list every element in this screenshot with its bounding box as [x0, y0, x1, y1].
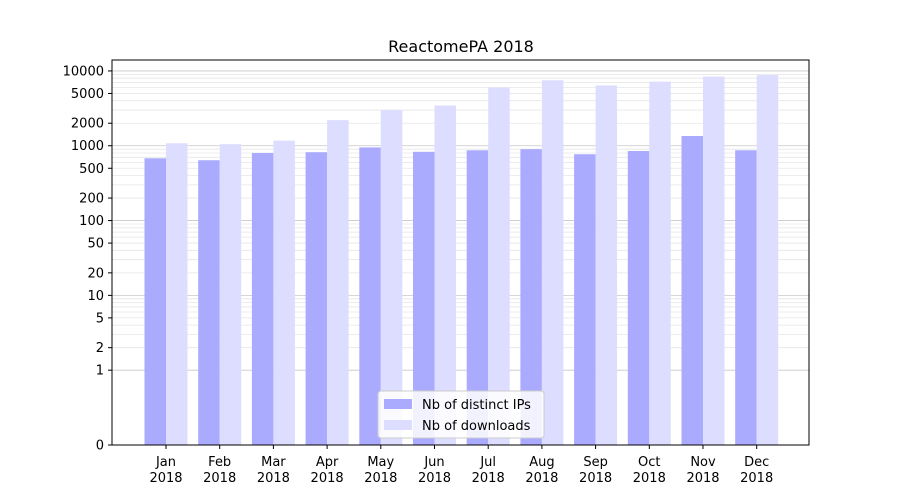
y-axis: 0 1 2 5 10 20 50 100 200 500 1000 2000 5000 10000 — [63, 64, 112, 454]
bar-downloads — [327, 120, 349, 445]
x-tick-label: Jan 2018 — [149, 455, 182, 486]
y-tick-label: 2000 — [71, 117, 104, 132]
bar-distinct-ips — [681, 135, 703, 445]
bars — [144, 75, 779, 446]
y-tick-label: 10 — [87, 289, 104, 304]
bar-downloads — [166, 143, 188, 445]
legend: Nb of distinct IPs Nb of downloads — [377, 390, 545, 439]
y-tick-label: 5 — [96, 311, 104, 326]
x-tick-label: Feb 2018 — [203, 455, 236, 486]
y-tick-label: 200 — [79, 192, 104, 207]
bar-distinct-ips — [144, 158, 166, 445]
bar-downloads — [273, 140, 295, 445]
bar-downloads — [219, 144, 242, 445]
legend-label: Nb of distinct IPs — [422, 398, 531, 413]
bar-downloads — [595, 85, 618, 446]
bar-downloads — [541, 80, 564, 445]
bar-downloads — [649, 81, 671, 446]
x-tick-label: Oct 2018 — [633, 455, 666, 486]
x-tick-label: May 2018 — [364, 455, 397, 486]
x-tick-label: Jun 2018 — [418, 455, 451, 486]
x-tick-label: Apr 2018 — [311, 455, 344, 486]
bar-distinct-ips — [251, 152, 274, 445]
y-tick-label: 20 — [87, 266, 104, 281]
bar-downloads — [380, 110, 403, 446]
x-tick-label: Jul 2018 — [472, 455, 505, 486]
bar-distinct-ips — [413, 151, 435, 446]
bar-distinct-ips — [627, 151, 650, 445]
bar-distinct-ips — [359, 147, 381, 445]
y-tick-label: 50 — [87, 237, 104, 252]
x-tick-label: Mar 2018 — [257, 455, 290, 486]
bar-distinct-ips — [466, 150, 489, 445]
bar-downloads — [703, 76, 725, 445]
y-tick-label: 10000 — [63, 64, 104, 79]
y-tick-label: 500 — [79, 162, 104, 177]
y-tick-label: 1 — [96, 364, 104, 379]
bar-distinct-ips — [735, 150, 757, 445]
x-axis: Jan 2018 Feb 2018 Mar 2018 Apr 2018 May 2018 Jun 20… — [149, 445, 773, 486]
y-tick-label: 100 — [79, 214, 104, 229]
x-tick-label: Dec 2018 — [740, 455, 773, 486]
bar-distinct-ips — [305, 152, 328, 445]
bar-downloads — [488, 87, 510, 446]
bar-distinct-ips — [198, 160, 220, 445]
chart-title: ReactomePA 2018 — [388, 37, 534, 56]
x-tick-label: Sep 2018 — [579, 455, 612, 486]
plot-frame — [111, 59, 810, 446]
legend-swatch — [384, 399, 412, 409]
legend-label: Nb of downloads — [422, 419, 531, 434]
y-tick-label: 2 — [96, 341, 104, 356]
legend-swatch — [384, 420, 412, 430]
bar-distinct-ips — [520, 149, 542, 445]
x-tick-label: Nov 2018 — [686, 455, 719, 486]
bar-downloads — [756, 75, 779, 445]
y-tick-label: 1000 — [71, 139, 104, 154]
bar-distinct-ips — [574, 154, 596, 445]
bar-downloads — [434, 105, 456, 445]
legend-box — [377, 390, 545, 439]
x-tick-label: Aug 2018 — [525, 455, 558, 486]
y-tick-label: 0 — [96, 439, 104, 454]
y-tick-label: 5000 — [71, 87, 104, 102]
